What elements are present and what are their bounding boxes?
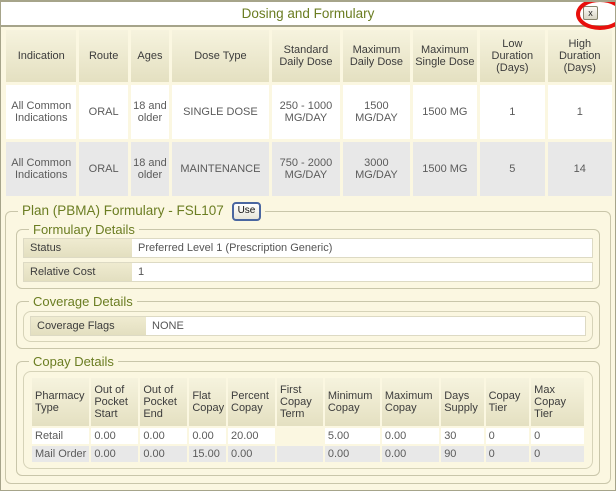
cell-first-copay-term xyxy=(277,428,323,444)
copay-details-box: Pharmacy Type Out of Pocket Start Out of… xyxy=(23,371,593,469)
cell-indication: All Common Indications xyxy=(6,142,77,196)
plan-formulary-legend: Plan (PBMA) Formulary - FSL107 Use xyxy=(18,202,265,221)
cell-route: ORAL xyxy=(79,142,128,196)
column-header-ages: Ages xyxy=(130,30,170,82)
cell-standard-daily-dose: 250 - 1000 MG/DAY xyxy=(271,85,341,139)
cell-low-duration: 5 xyxy=(480,142,545,196)
cell-out-of-pocket-end: 0.00 xyxy=(140,428,188,444)
relative-cost-label: Relative Cost xyxy=(24,263,132,281)
column-header-pharmacy-type: Pharmacy Type xyxy=(32,378,90,426)
status-label: Status xyxy=(24,239,132,257)
cell-out-of-pocket-end: 0.00 xyxy=(140,446,188,462)
coverage-details-legend: Coverage Details xyxy=(33,294,133,309)
column-header-out-of-pocket-start: Out of Pocket Start xyxy=(91,378,139,426)
cell-pharmacy-type: Retail xyxy=(32,428,90,444)
column-header-maximum-daily-dose: Maximum Daily Dose xyxy=(343,30,410,82)
column-header-copay-tier: Copay Tier xyxy=(485,378,530,426)
column-header-indication: Indication xyxy=(6,30,77,82)
cell-copay-tier: 0 xyxy=(485,428,530,444)
coverage-flags-label: Coverage Flags xyxy=(31,317,146,335)
coverage-details-section: Coverage Details Coverage Flags NONE xyxy=(16,294,600,349)
column-header-minimum-copay: Minimum Copay xyxy=(324,378,380,426)
cell-maximum-copay: 0.00 xyxy=(381,446,440,462)
column-header-percent-copay: Percent Copay xyxy=(228,378,275,426)
cell-low-duration: 1 xyxy=(480,85,545,139)
copay-details-section: Copay Details Pharmacy Type Out of Pocke… xyxy=(16,354,600,476)
table-row: All Common Indications ORAL 18 and older… xyxy=(6,142,612,196)
page-title: Dosing and Formulary xyxy=(241,6,375,21)
cell-first-copay-term xyxy=(277,446,323,462)
cell-ages: 18 and older xyxy=(130,142,170,196)
cell-indication: All Common Indications xyxy=(6,85,77,139)
cell-minimum-copay: 0.00 xyxy=(324,446,380,462)
column-header-days-supply: Days Supply xyxy=(441,378,484,426)
cell-days-supply: 90 xyxy=(441,446,484,462)
dosing-table: Indication Route Ages Dose Type Standard… xyxy=(3,27,615,199)
cell-maximum-single-dose: 1500 MG xyxy=(412,142,478,196)
formulary-details-legend: Formulary Details xyxy=(33,222,135,237)
cell-route: ORAL xyxy=(79,85,128,139)
close-icon: x xyxy=(588,8,593,18)
cell-copay-tier: 0 xyxy=(485,446,530,462)
title-bar: Dosing and Formulary x xyxy=(1,2,615,30)
coverage-flags-value: NONE xyxy=(152,320,184,332)
cell-percent-copay: 20.00 xyxy=(228,428,275,444)
copay-table: Pharmacy Type Out of Pocket Start Out of… xyxy=(30,376,586,464)
column-header-high-duration: High Duration (Days) xyxy=(547,30,612,82)
cell-max-copay-tier: 0 xyxy=(531,428,584,444)
column-header-standard-daily-dose: Standard Daily Dose xyxy=(271,30,341,82)
formulary-details-section: Formulary Details Status Preferred Level… xyxy=(16,222,600,289)
coverage-flags-row: Coverage Flags NONE xyxy=(30,316,586,336)
cell-flat-copay: 15.00 xyxy=(189,446,226,462)
use-button[interactable]: Use xyxy=(231,202,262,221)
cell-standard-daily-dose: 750 - 2000 MG/DAY xyxy=(271,142,341,196)
cell-high-duration: 1 xyxy=(547,85,612,139)
column-header-maximum-copay: Maximum Copay xyxy=(381,378,440,426)
column-header-flat-copay: Flat Copay xyxy=(189,378,226,426)
cell-percent-copay: 0.00 xyxy=(228,446,275,462)
cell-days-supply: 30 xyxy=(441,428,484,444)
plan-formulary-section: Plan (PBMA) Formulary - FSL107 Use Formu… xyxy=(5,202,611,484)
copay-details-legend: Copay Details xyxy=(33,354,114,369)
table-row-mail-order: Mail Order 0.00 0.00 15.00 0.00 0.00 0.0… xyxy=(32,446,584,462)
cell-minimum-copay: 5.00 xyxy=(324,428,380,444)
cell-max-copay-tier: 0 xyxy=(531,446,584,462)
relative-cost-value: 1 xyxy=(138,266,145,278)
table-row: All Common Indications ORAL 18 and older… xyxy=(6,85,612,139)
copay-header-row: Pharmacy Type Out of Pocket Start Out of… xyxy=(32,378,584,426)
cell-ages: 18 and older xyxy=(130,85,170,139)
cell-pharmacy-type: Mail Order xyxy=(32,446,90,462)
column-header-dose-type: Dose Type xyxy=(172,30,269,82)
close-button[interactable]: x xyxy=(583,6,598,20)
cell-high-duration: 14 xyxy=(547,142,612,196)
cell-dose-type: SINGLE DOSE xyxy=(172,85,269,139)
plan-formulary-title: Plan (PBMA) Formulary - FSL107 xyxy=(22,203,224,219)
status-value: Preferred Level 1 (Prescription Generic) xyxy=(138,242,333,254)
status-row: Status Preferred Level 1 (Prescription G… xyxy=(23,238,593,258)
column-header-route: Route xyxy=(79,30,128,82)
cell-out-of-pocket-start: 0.00 xyxy=(91,428,139,444)
coverage-details-box: Coverage Flags NONE xyxy=(23,311,593,342)
cell-maximum-single-dose: 1500 MG xyxy=(412,85,478,139)
cell-dose-type: MAINTENANCE xyxy=(172,142,269,196)
column-header-max-copay-tier: Max Copay Tier xyxy=(531,378,584,426)
cell-maximum-daily-dose: 1500 MG/DAY xyxy=(343,85,410,139)
column-header-first-copay-term: First Copay Term xyxy=(277,378,323,426)
column-header-maximum-single-dose: Maximum Single Dose xyxy=(412,30,478,82)
cell-out-of-pocket-start: 0.00 xyxy=(91,446,139,462)
cell-maximum-copay: 0.00 xyxy=(381,428,440,444)
dosing-header-row: Indication Route Ages Dose Type Standard… xyxy=(6,30,612,82)
column-header-low-duration: Low Duration (Days) xyxy=(480,30,545,82)
column-header-out-of-pocket-end: Out of Pocket End xyxy=(140,378,188,426)
relative-cost-row: Relative Cost 1 xyxy=(23,262,593,282)
cell-flat-copay: 0.00 xyxy=(189,428,226,444)
cell-maximum-daily-dose: 3000 MG/DAY xyxy=(343,142,410,196)
table-row-retail: Retail 0.00 0.00 0.00 20.00 5.00 0.00 30… xyxy=(32,428,584,444)
